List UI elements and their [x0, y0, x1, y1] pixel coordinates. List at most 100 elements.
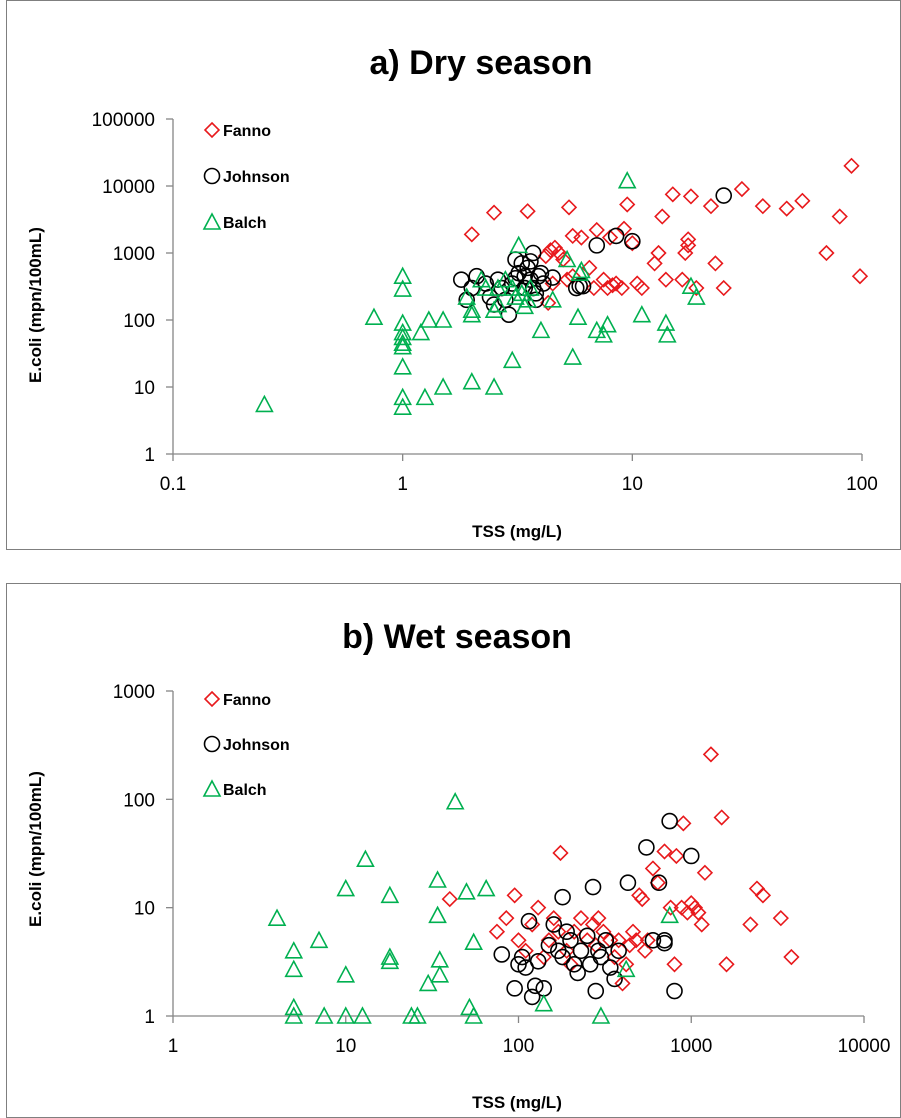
y-tick-label: 10: [134, 378, 155, 399]
legend: Fanno Johnson Balch: [202, 690, 290, 799]
data-point-johnson: [650, 874, 668, 892]
data-point-fanno: [644, 860, 662, 877]
y-axis-label: E.coli (mpn/100mL): [26, 771, 45, 927]
data-point-balch: [353, 1006, 372, 1024]
data-point-fanno: [851, 268, 869, 285]
data-point-balch: [509, 235, 529, 254]
data-point-fanno: [621, 937, 638, 954]
data-point-balch: [284, 997, 304, 1016]
data-point-balch: [336, 965, 356, 983]
data-point-johnson: [513, 255, 531, 272]
data-point-fanno: [463, 226, 480, 243]
legend: Fanno Johnson Balch: [202, 121, 290, 232]
data-point-fanno: [680, 237, 697, 254]
data-point-johnson: [493, 946, 511, 963]
wet-season-plot: b) Wet season TSS (mg/L) E.coli (mpn/100…: [26, 618, 890, 1112]
chart-title: b) Wet season: [342, 618, 572, 656]
data-point-johnson: [544, 269, 561, 286]
data-point-fanno: [677, 244, 694, 262]
data-point-fanno: [560, 199, 578, 216]
data-point-johnson: [554, 948, 571, 966]
data-point-balch: [464, 932, 483, 950]
data-point-fanno: [585, 279, 602, 297]
legend-label-fanno: Fanno: [223, 692, 271, 709]
data-point-balch: [314, 1006, 334, 1024]
data-point-johnson: [452, 271, 470, 288]
data-point-balch: [393, 397, 412, 415]
data-point-fanno: [794, 192, 811, 209]
data-point-johnson: [578, 927, 596, 945]
data-point-balch: [415, 387, 435, 406]
plot-layer: 0.1 1 10 100110100100010000100000FannoJohns…: [92, 110, 878, 495]
data-point-balch: [464, 1006, 483, 1024]
data-point-fanno: [588, 221, 605, 239]
data-point-balch: [336, 878, 356, 897]
data-point-johnson: [587, 982, 605, 1000]
data-point-balch: [657, 325, 677, 343]
data-point-johnson: [638, 839, 655, 856]
data-point-fanno: [636, 942, 654, 959]
legend-label-balch: Balch: [223, 215, 267, 232]
y-tick-label: 1000: [113, 682, 155, 703]
data-point-fanno: [581, 259, 598, 276]
data-point-balch: [393, 327, 412, 346]
data-point-johnson: [506, 980, 523, 997]
data-point-balch: [418, 973, 438, 992]
data-point-fanno: [668, 847, 685, 865]
y-tick-label: 1: [144, 445, 155, 466]
data-point-balch: [457, 882, 476, 900]
data-point-johnson: [545, 916, 563, 933]
data-point-johnson: [522, 253, 539, 270]
data-point-fanno: [601, 229, 619, 246]
data-point-fanno: [550, 923, 567, 940]
data-point-balch: [445, 792, 465, 810]
y-tick-label: 1: [144, 1007, 155, 1028]
data-point-fanno: [506, 887, 523, 904]
y-tick-label: 100: [123, 790, 155, 811]
data-point-balch: [457, 287, 477, 305]
data-point-fanno: [646, 255, 663, 272]
data-point-fanno: [742, 916, 759, 933]
series-johnson: [493, 812, 700, 1006]
data-point-fanno: [831, 208, 848, 225]
data-point-balch: [284, 941, 304, 959]
data-point-johnson: [624, 232, 641, 250]
data-point-johnson: [592, 948, 610, 966]
data-point-balch: [356, 849, 375, 868]
x-tick-label: 0.1: [160, 474, 186, 495]
dry-season-chart: a) Dry season TSS (mg/L) E.coli (mpn/100…: [6, 0, 901, 550]
data-point-fanno: [662, 899, 679, 916]
data-point-balch: [380, 885, 400, 904]
data-point-balch: [521, 278, 540, 296]
data-point-balch: [284, 1006, 304, 1024]
wet-season-chart: b) Wet season TSS (mg/L) E.coli (mpn/100…: [6, 583, 901, 1118]
data-point-balch: [568, 307, 588, 326]
data-point-johnson: [581, 956, 599, 973]
data-point-fanno: [566, 923, 583, 940]
data-point-balch: [380, 947, 400, 965]
data-point-johnson: [666, 982, 683, 1000]
data-point-fanno: [664, 186, 681, 203]
x-axis-label: TSS (mg/L): [472, 522, 562, 541]
series-balch: [267, 792, 680, 1024]
legend-label-johnson: Johnson: [223, 737, 290, 754]
data-point-balch: [430, 965, 450, 983]
data-point-fanno: [519, 203, 536, 220]
data-point-fanno: [733, 180, 751, 198]
data-point-fanno: [624, 235, 641, 252]
data-point-fanno: [707, 255, 724, 272]
data-point-johnson: [513, 948, 531, 966]
data-point-balch: [428, 905, 447, 924]
legend-marker-johnson: [203, 167, 221, 185]
data-point-fanno: [754, 198, 771, 215]
data-point-fanno: [686, 899, 704, 916]
series-fanno: [441, 746, 800, 992]
data-point-balch: [512, 283, 532, 302]
x-tick-label: 1000: [670, 1036, 712, 1057]
data-point-balch: [408, 1006, 427, 1024]
data-point-balch: [393, 266, 412, 285]
x-tick-label: 10: [622, 474, 643, 495]
data-point-johnson: [644, 931, 662, 949]
x-tick-label: 10: [335, 1036, 356, 1057]
data-point-johnson: [532, 264, 550, 282]
